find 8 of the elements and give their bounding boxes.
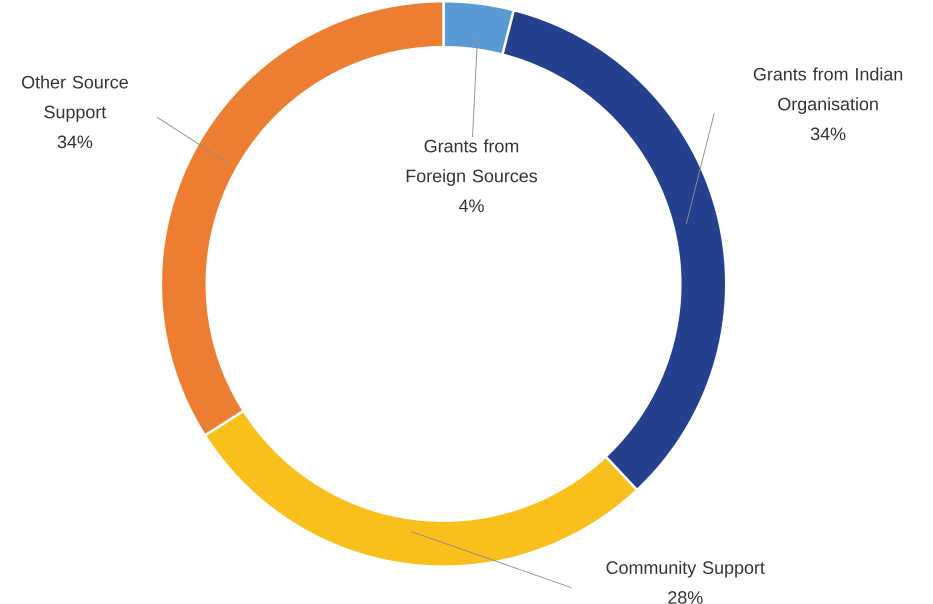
data-label: 34% xyxy=(810,128,846,140)
slice-label: Grants from Indian Organisation xyxy=(754,67,902,114)
data-label: 4% xyxy=(458,200,484,212)
slice-label: Community Support xyxy=(606,560,765,578)
slice-label: Other Source Support xyxy=(22,75,128,122)
slice-label: Grants from Foreign Sources xyxy=(406,139,538,186)
data-label: 28% xyxy=(668,591,703,604)
data-label: 34% xyxy=(58,136,92,148)
